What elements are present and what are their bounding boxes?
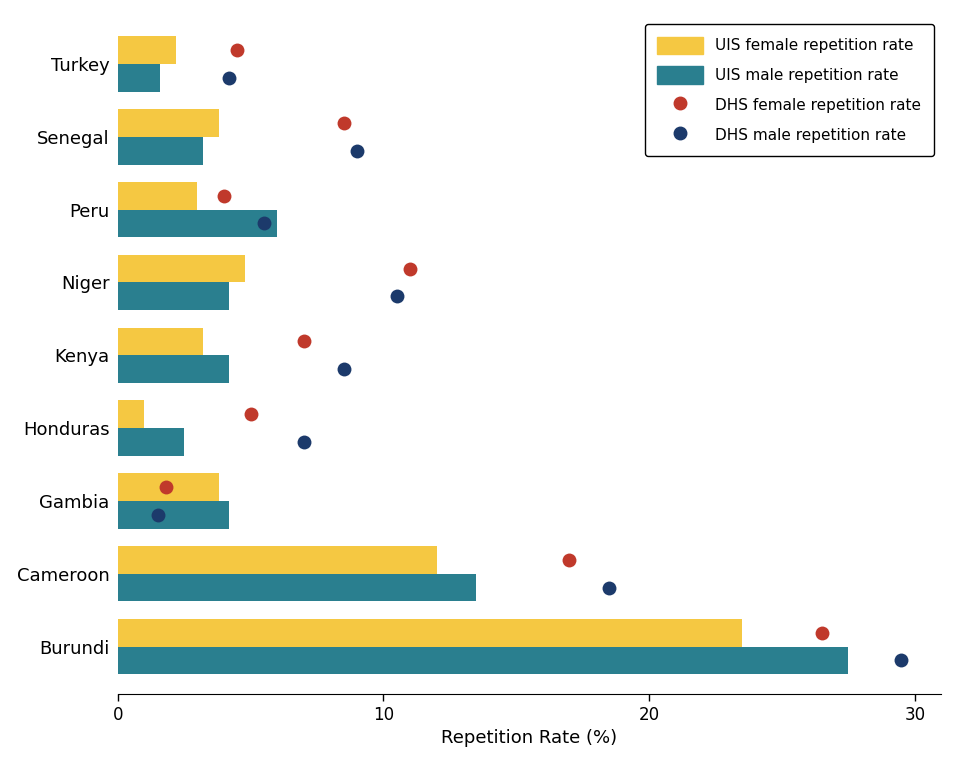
Point bbox=[894, 654, 909, 666]
Bar bbox=[118, 137, 203, 164]
Point bbox=[561, 554, 577, 566]
Bar bbox=[118, 474, 218, 501]
Point bbox=[349, 144, 364, 157]
Point bbox=[158, 481, 173, 494]
Point bbox=[150, 509, 166, 521]
Bar bbox=[118, 255, 245, 283]
Bar bbox=[118, 37, 176, 64]
Bar bbox=[118, 328, 203, 355]
Bar bbox=[118, 182, 197, 209]
Bar bbox=[118, 209, 277, 238]
Bar bbox=[118, 546, 437, 574]
Bar bbox=[118, 355, 229, 383]
Bar bbox=[118, 574, 476, 601]
Point bbox=[389, 290, 404, 303]
Point bbox=[296, 335, 311, 348]
Point bbox=[336, 363, 352, 375]
Point bbox=[336, 117, 352, 129]
Bar bbox=[118, 109, 218, 137]
Point bbox=[296, 436, 311, 448]
Point bbox=[814, 626, 830, 639]
Bar bbox=[118, 64, 160, 92]
Point bbox=[230, 44, 245, 57]
Point bbox=[221, 72, 237, 84]
Point bbox=[243, 408, 259, 420]
Legend: UIS female repetition rate, UIS male repetition rate, DHS female repetition rate: UIS female repetition rate, UIS male rep… bbox=[645, 24, 934, 156]
Bar bbox=[118, 283, 229, 310]
Bar bbox=[118, 646, 849, 675]
Point bbox=[602, 581, 617, 594]
X-axis label: Repetition Rate (%): Repetition Rate (%) bbox=[442, 730, 618, 747]
Point bbox=[402, 263, 418, 275]
Bar bbox=[118, 619, 742, 646]
Bar bbox=[118, 428, 184, 456]
Bar bbox=[118, 400, 145, 428]
Point bbox=[256, 218, 271, 230]
Bar bbox=[118, 501, 229, 529]
Point bbox=[217, 189, 232, 202]
